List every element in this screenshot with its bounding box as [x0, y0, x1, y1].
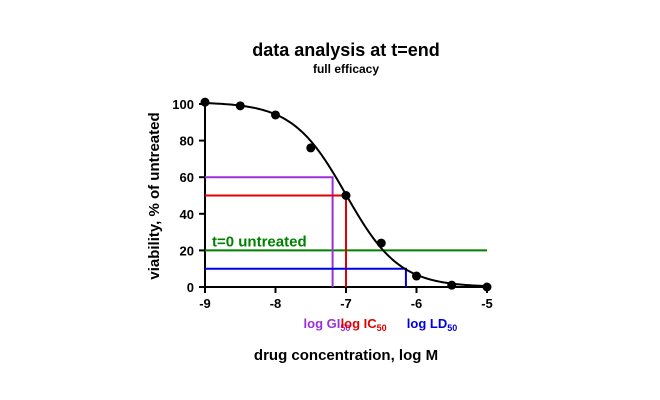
data-point	[412, 271, 421, 281]
reference-line-label: t=0 untreated	[212, 233, 307, 250]
x-tick-label: -9	[199, 296, 211, 311]
marker-line	[205, 267, 407, 287]
data-point	[376, 238, 386, 248]
data-point	[482, 282, 492, 292]
plot-area: -9 -8 -7 -6 -5 0 20 40 60 80 100 t=0 untreated log G…	[172, 97, 492, 333]
x-tick-label: -5	[481, 296, 493, 311]
y-tick-label: 20	[180, 243, 194, 258]
data-point	[306, 143, 316, 153]
chart-title: data analysis at t=end	[252, 40, 440, 60]
y-tick-label: 0	[187, 280, 194, 295]
marker-label: log LD50	[407, 316, 457, 333]
y-tick-label: 100	[172, 97, 194, 112]
x-tick-label: -6	[411, 296, 423, 311]
data-point	[200, 97, 210, 107]
marker-line	[205, 176, 334, 287]
y-tick-label: 60	[180, 170, 194, 185]
marker-label: log IC50	[341, 316, 387, 333]
x-tick-label: -8	[270, 296, 282, 311]
chart-subtitle: full efficacy	[313, 62, 379, 76]
y-axis-label: viability, % of untreated	[146, 112, 163, 279]
x-axis-label: drug concentration, log M	[254, 347, 438, 364]
y-tick-label: 40	[180, 207, 194, 222]
y-tick-label: 80	[180, 134, 194, 149]
data-point	[235, 101, 245, 111]
x-tick-label: -7	[340, 296, 352, 311]
data-point	[271, 110, 280, 120]
data-point	[341, 191, 351, 200]
marker-label: log GI50	[304, 316, 351, 333]
data-point	[447, 280, 457, 290]
